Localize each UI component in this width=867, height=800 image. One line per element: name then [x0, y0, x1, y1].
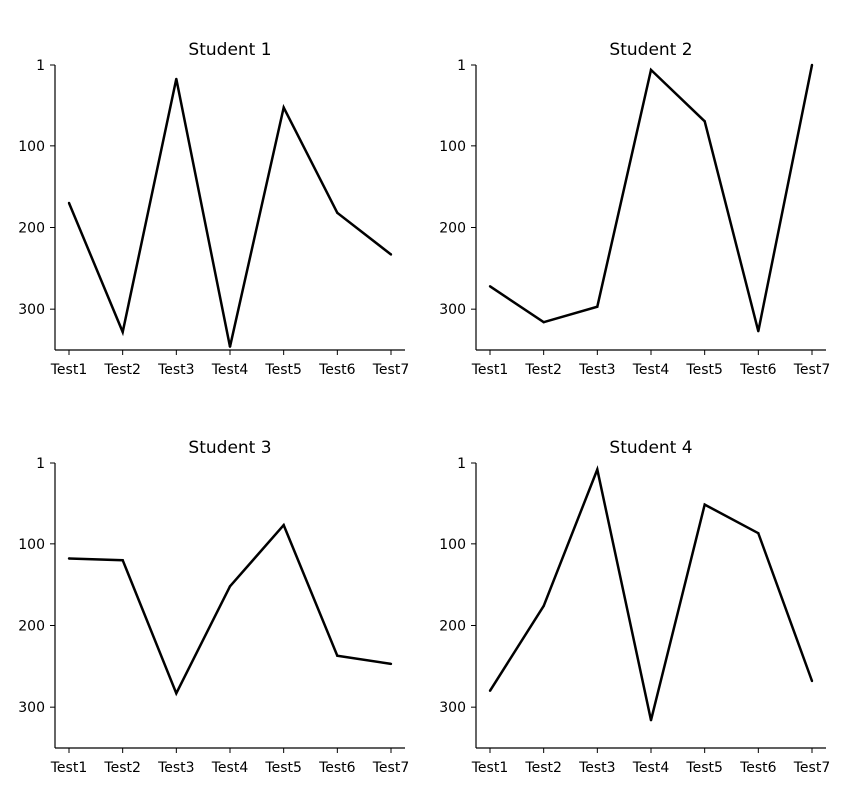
y-tick-label: 1 [457, 456, 466, 472]
y-tick-label: 1 [36, 456, 45, 472]
x-tick-label: Test6 [318, 760, 356, 776]
y-tick-label: 100 [439, 537, 466, 553]
x-tick-label: Test7 [372, 760, 409, 776]
chart-panel-2: Student 2 1 100 200 300 Test1 Test2 Test3 Test4 T… [439, 40, 830, 378]
data-point [488, 689, 492, 692]
data-point [542, 321, 545, 324]
y-tick-label: 200 [439, 221, 466, 237]
x-tick-label: Test3 [157, 362, 194, 378]
x-tick-label: Test1 [471, 760, 508, 776]
data-point [649, 719, 653, 722]
x-tick-label: Test4 [632, 760, 670, 776]
data-point [175, 692, 178, 695]
data-point [67, 557, 71, 560]
y-tick-label: 300 [439, 302, 466, 318]
x-tick-label: Test6 [739, 362, 777, 378]
data-point [703, 120, 706, 123]
data-point [596, 468, 599, 471]
panel-title: Student 2 [609, 40, 692, 60]
x-tick-label: Test5 [264, 362, 301, 378]
x-tick-label: Test7 [793, 362, 830, 378]
x-tick-label: Test2 [103, 362, 140, 378]
data-point [336, 211, 339, 214]
chart-panel-1: Student 1 1 100 200 300 Test1 Test2 Test3 Test4 T… [18, 40, 409, 378]
x-tick-label: Test7 [372, 362, 409, 378]
x-tick-label: Test5 [264, 760, 301, 776]
x-tick-label: Test3 [578, 362, 615, 378]
data-point [282, 523, 285, 527]
data-point [649, 68, 653, 72]
data-point [542, 604, 545, 608]
y-tick-label: 200 [18, 221, 45, 237]
data-point [121, 330, 124, 334]
data-point [228, 345, 232, 348]
data-point [596, 305, 599, 308]
x-tick-label: Test5 [685, 362, 722, 378]
panel-title: Student 3 [188, 438, 271, 458]
x-tick-label: Test2 [524, 760, 561, 776]
data-point [228, 585, 232, 588]
data-point [703, 503, 706, 506]
data-point [757, 330, 760, 333]
x-tick-label: Test5 [685, 760, 722, 776]
data-point [488, 285, 492, 288]
y-tick-label: 100 [18, 139, 45, 155]
y-tick-label: 1 [36, 58, 45, 74]
y-tick-label: 100 [18, 537, 45, 553]
data-point [810, 679, 814, 683]
series-line [67, 78, 392, 347]
x-tick-label: Test1 [50, 362, 87, 378]
chart-panel-4: Student 4 1 100 200 300 Test1 Test2 Test3 Test4 T… [439, 438, 830, 776]
y-tick-label: 300 [18, 700, 45, 716]
x-tick-label: Test7 [793, 760, 830, 776]
panel-title: Student 1 [188, 40, 271, 60]
y-tick-label: 1 [457, 58, 466, 74]
x-tick-label: Test4 [211, 760, 249, 776]
data-point [810, 63, 814, 67]
x-tick-label: Test1 [50, 760, 87, 776]
data-point [121, 559, 124, 562]
x-tick-label: Test6 [318, 362, 356, 378]
data-point [67, 201, 71, 205]
data-point [389, 662, 393, 666]
data-point [389, 253, 393, 256]
x-tick-label: Test3 [578, 760, 615, 776]
x-tick-label: Test4 [632, 362, 670, 378]
chart-panel-3: Student 3 1 100 200 300 Test1 Test2 Test3 Test4 T… [18, 438, 409, 776]
x-tick-label: Test4 [211, 362, 249, 378]
panel-title: Student 4 [609, 438, 692, 458]
series-line [489, 64, 814, 332]
x-tick-label: Test2 [103, 760, 140, 776]
y-tick-label: 100 [439, 139, 466, 155]
y-tick-label: 300 [18, 302, 45, 318]
y-tick-label: 200 [18, 619, 45, 635]
y-tick-label: 300 [439, 700, 466, 716]
series-line [68, 522, 392, 697]
x-tick-label: Test1 [471, 362, 508, 378]
data-point [336, 654, 339, 657]
data-point [175, 77, 178, 81]
data-point [282, 106, 285, 109]
x-tick-label: Test6 [739, 760, 777, 776]
y-tick-label: 200 [439, 619, 466, 635]
series-line [488, 465, 814, 721]
x-tick-label: Test2 [524, 362, 561, 378]
x-tick-label: Test3 [157, 760, 194, 776]
data-point [757, 532, 760, 535]
